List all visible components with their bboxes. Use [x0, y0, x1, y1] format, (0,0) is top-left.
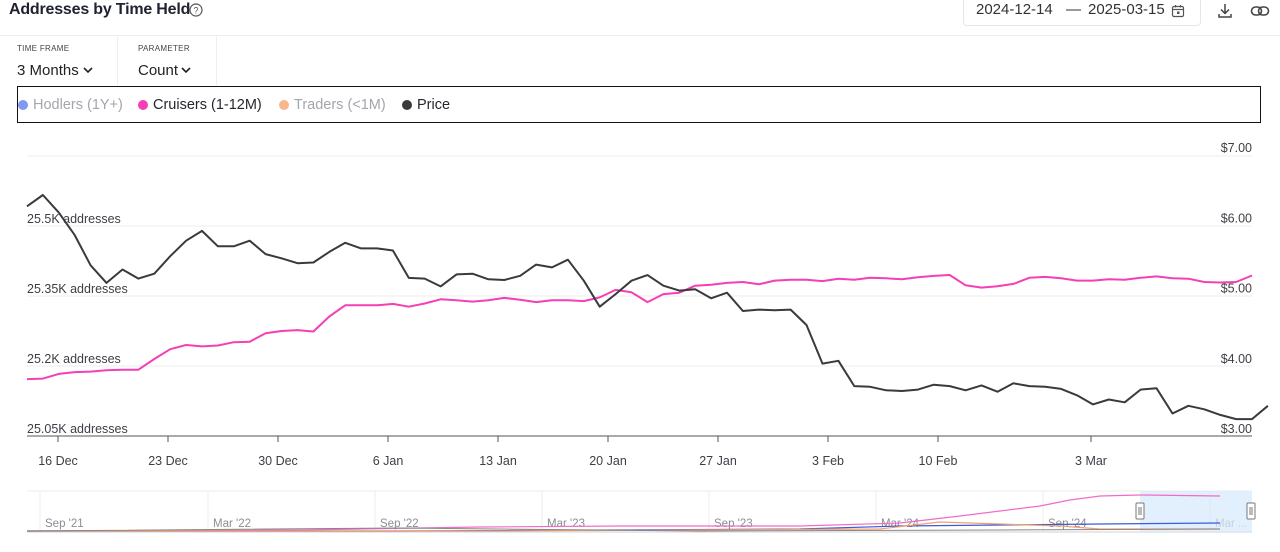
navigator-handle	[1246, 502, 1256, 520]
legend-dot	[402, 100, 412, 110]
parameter-selector[interactable]: PARAMETER Count	[138, 36, 218, 86]
date-from[interactable]: 2024-12-14	[976, 1, 1053, 18]
x-tick-label: 3 Mar	[1075, 454, 1107, 468]
navigator-selection	[1140, 491, 1252, 532]
controls-bar: TIME FRAME 3 Months PARAMETER Count	[0, 35, 1280, 86]
svg-text:?: ?	[193, 6, 198, 16]
legend-dot	[18, 100, 28, 110]
date-separator: —	[1066, 1, 1081, 18]
y-tick-label-right: $7.00	[1221, 141, 1252, 155]
y-tick-label-left: 25.2K addresses	[27, 352, 121, 366]
legend-label: Price	[417, 97, 451, 113]
y-tick-label-left: 25.35K addresses	[27, 282, 128, 296]
navigator-label: Mar '23	[547, 518, 585, 530]
legend-item-traders[interactable]: Traders (<1M)	[279, 97, 386, 113]
download-icon[interactable]	[1216, 2, 1234, 20]
x-tick-label: 30 Dec	[258, 454, 298, 468]
x-tick-label: 16 Dec	[38, 454, 78, 468]
legend-dot	[279, 100, 289, 110]
navigator-label: Mar ...	[1215, 518, 1248, 530]
navigator-label: Mar '22	[213, 518, 251, 530]
parameter-label: PARAMETER	[138, 44, 190, 53]
navigator-traders-line	[27, 521, 1220, 532]
y-tick-label-right: $3.00	[1221, 422, 1252, 436]
navigator-cruisers-line	[26, 494, 1221, 532]
legend-item-price[interactable]: Price	[402, 97, 450, 113]
legend-dot	[138, 100, 148, 110]
navigator-label: Mar '24	[881, 518, 920, 530]
series-line-cruisers	[26, 274, 1253, 381]
chevron-down-icon[interactable]	[83, 67, 93, 74]
navigator-label: Sep '22	[380, 518, 419, 530]
navigator-price-line	[26, 527, 1221, 532]
y-tick-label-left: 25.05K addresses	[27, 422, 128, 436]
legend-label: Cruisers (1-12M)	[153, 97, 262, 113]
parameter-value[interactable]: Count	[138, 62, 179, 79]
x-tick-label: 23 Dec	[148, 454, 188, 468]
x-tick-label: 10 Feb	[919, 454, 958, 468]
y-tick-label-right: $6.00	[1221, 211, 1252, 225]
calendar-icon[interactable]	[1171, 4, 1185, 18]
timeframe-selector[interactable]: TIME FRAME 3 Months	[17, 36, 117, 86]
timeframe-value[interactable]: 3 Months	[17, 62, 79, 79]
link-icon[interactable]	[1250, 2, 1270, 20]
x-tick-label: 3 Feb	[812, 454, 844, 468]
x-tick-label: 6 Jan	[373, 454, 404, 468]
date-to[interactable]: 2025-03-15	[1088, 1, 1165, 18]
series-line-price	[26, 194, 1269, 421]
navigator-label: Sep '24	[1048, 518, 1087, 530]
x-tick-label: 13 Jan	[479, 454, 517, 468]
help-icon[interactable]: ?	[189, 3, 203, 17]
navigator-hodlers-line	[27, 522, 1221, 532]
legend-item-cruisers[interactable]: Cruisers (1-12M)	[138, 97, 262, 113]
x-tick-label: 27 Jan	[699, 454, 737, 468]
y-tick-label-right: $5.00	[1221, 282, 1252, 296]
y-tick-label-left: 25.5K addresses	[27, 212, 121, 226]
divider	[216, 35, 217, 85]
x-tick-label: 20 Jan	[589, 454, 627, 468]
legend-item-hodlers[interactable]: Hodlers (1Y+)	[18, 97, 123, 113]
chevron-down-icon[interactable]	[181, 67, 191, 74]
legend-label: Traders (<1M)	[294, 97, 386, 113]
date-range-picker[interactable]: 2024-12-14 — 2025-03-15	[963, 0, 1201, 26]
timeframe-label: TIME FRAME	[17, 44, 70, 53]
legend-label: Hodlers (1Y+)	[33, 97, 123, 113]
y-tick-label-right: $4.00	[1221, 352, 1252, 366]
divider	[117, 35, 118, 85]
legend: Hodlers (1Y+) Cruisers (1-12M) Traders (…	[17, 86, 1261, 123]
navigator-label: Sep '21	[45, 518, 84, 530]
chart-title: Addresses by Time Held	[9, 1, 191, 18]
navigator-label: Sep '23	[714, 518, 753, 530]
navigator-handle	[1135, 502, 1145, 520]
